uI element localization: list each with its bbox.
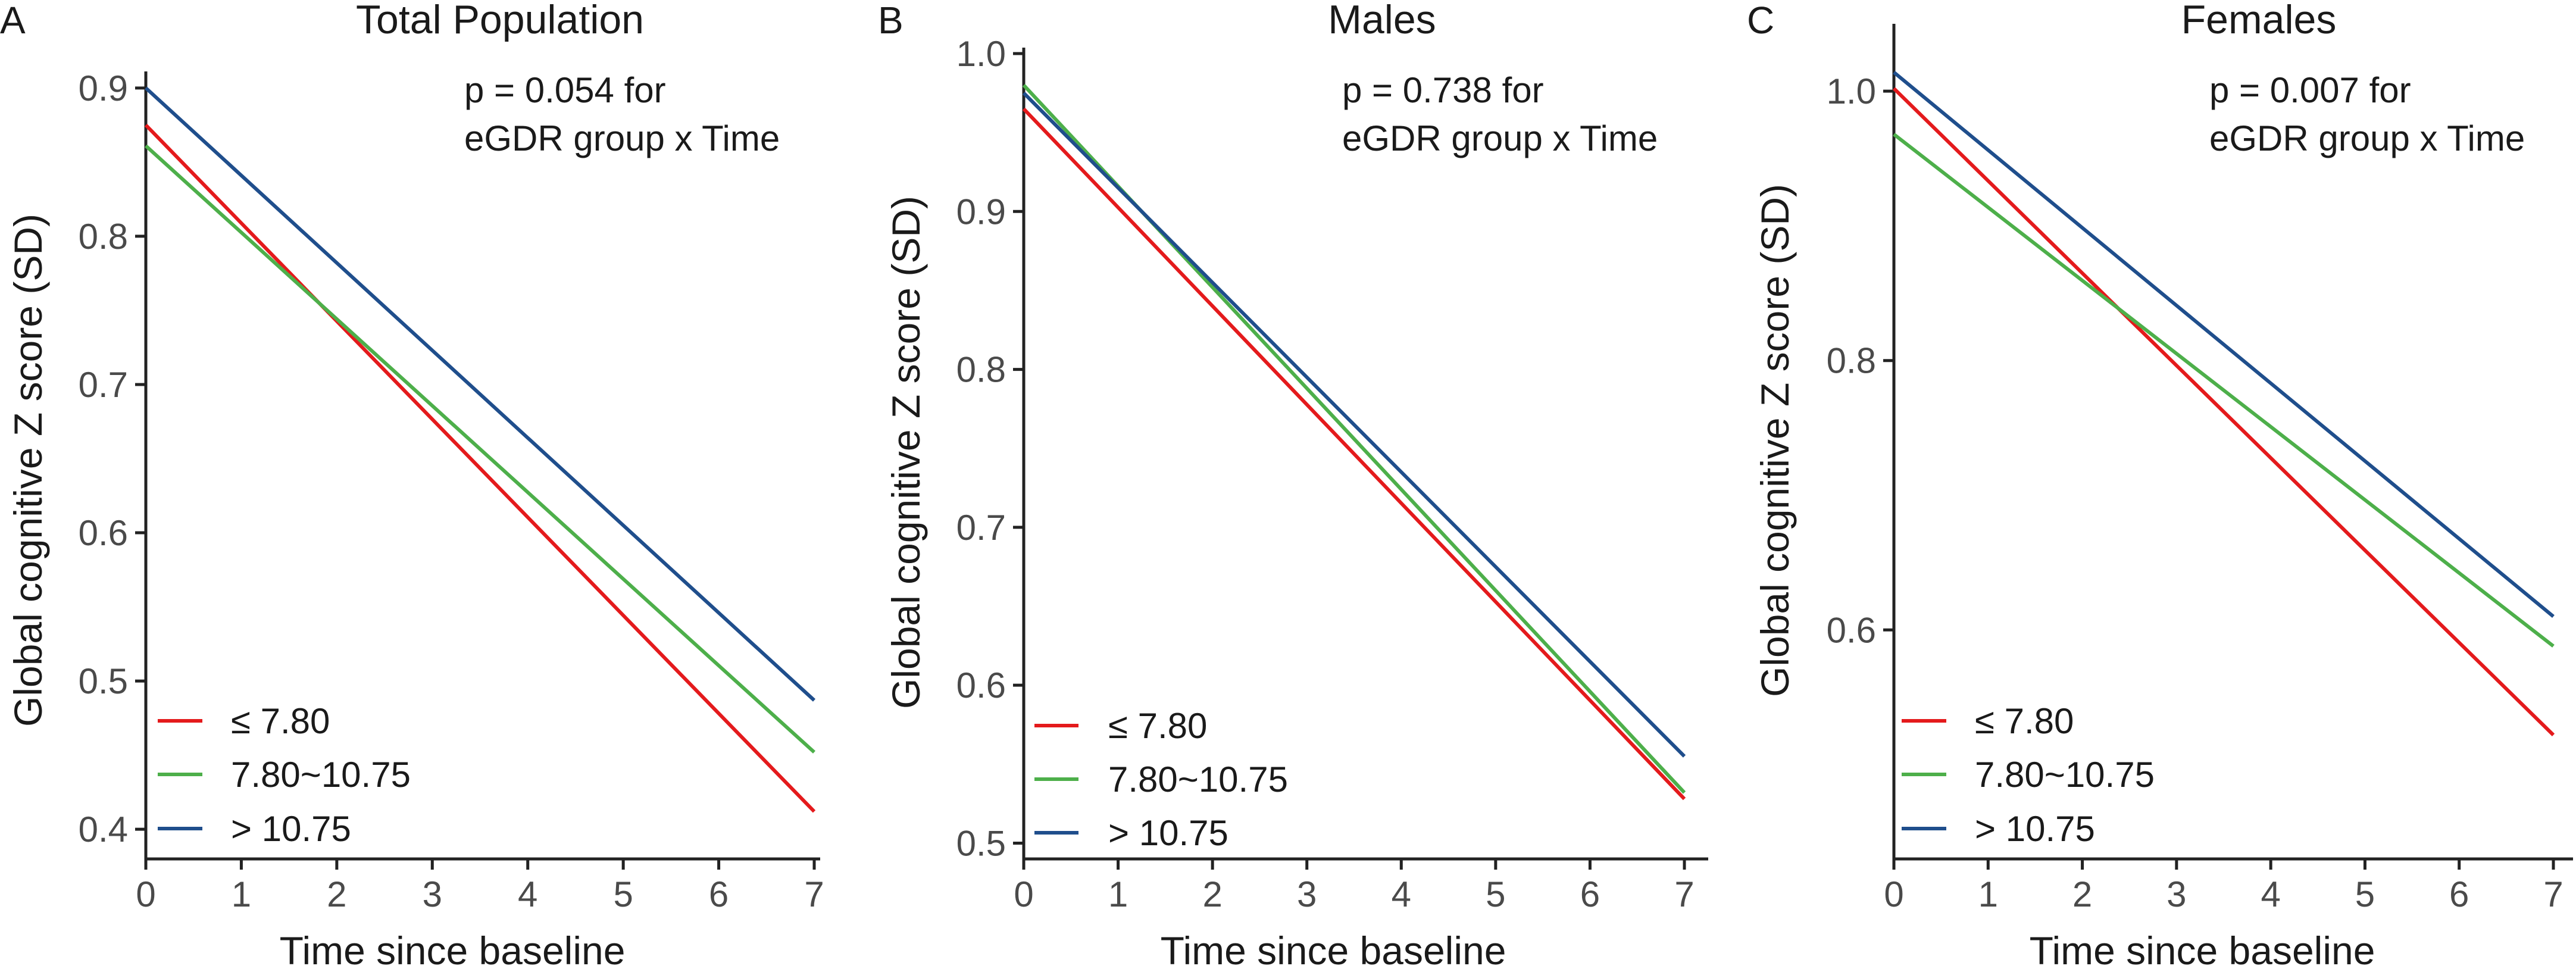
panel-label: C <box>1747 0 1774 42</box>
x-tick-label: 0 <box>136 874 155 914</box>
x-tick-label: 2 <box>327 874 346 914</box>
y-ticks: 0.5 0.6 0.7 0.8 0.9 1.0 <box>956 34 1024 863</box>
interaction-annotation: eGDR group x Time <box>464 118 780 158</box>
y-axis-label: Global cognitive Z score (SD) <box>1753 184 1797 697</box>
x-ticks: 0 1 2 3 4 5 6 7 <box>1014 859 1695 914</box>
legend-label: > 10.75 <box>231 809 351 849</box>
legend-label: 7.80~10.75 <box>1975 755 2155 795</box>
y-tick-label: 0.8 <box>1827 341 1876 381</box>
panel-b: B Males p = 0.738 for eGDR group x Time … <box>878 0 1708 973</box>
chart-title: Males <box>1328 0 1436 42</box>
legend: ≤ 7.80 7.80~10.75 > 10.75 <box>158 701 411 849</box>
panel-label: B <box>878 0 904 42</box>
chart-title: Total Population <box>356 0 644 42</box>
p-value-annotation: p = 0.007 for <box>2209 70 2411 110</box>
x-axis-label: Time since baseline <box>280 929 626 973</box>
series-line <box>144 144 816 754</box>
legend-label: > 10.75 <box>1108 813 1228 853</box>
x-tick-label: 1 <box>1978 874 1998 914</box>
x-tick-label: 2 <box>2072 874 2092 914</box>
x-tick-label: 3 <box>2167 874 2186 914</box>
x-tick-label: 6 <box>2449 874 2469 914</box>
x-tick-label: 6 <box>709 874 729 914</box>
x-tick-label: 5 <box>613 874 633 914</box>
p-value-annotation: p = 0.054 for <box>464 70 666 110</box>
y-tick-label: 0.8 <box>956 350 1006 390</box>
x-tick-label: 4 <box>2261 874 2280 914</box>
series-line <box>144 124 816 813</box>
x-axis-label: Time since baseline <box>1161 929 1506 973</box>
panel-a: A Total Population p = 0.054 for eGDR gr… <box>0 0 824 973</box>
y-tick-label: 0.9 <box>79 68 128 108</box>
y-axis-label: Global cognitive Z score (SD) <box>884 196 928 709</box>
series-lines <box>144 86 816 813</box>
legend: ≤ 7.80 7.80~10.75 > 10.75 <box>1034 706 1288 853</box>
series-line <box>1892 87 2555 736</box>
series-line <box>144 86 816 702</box>
y-ticks: 0.4 0.5 0.6 0.7 0.8 0.9 <box>79 68 146 849</box>
y-tick-label: 0.6 <box>1827 610 1876 650</box>
panel-label: A <box>0 0 26 42</box>
y-tick-label: 0.4 <box>79 810 128 849</box>
legend-label: ≤ 7.80 <box>231 701 330 741</box>
legend-label: ≤ 7.80 <box>1975 701 2074 741</box>
legend-label: ≤ 7.80 <box>1108 706 1207 746</box>
y-tick-label: 0.6 <box>79 513 128 553</box>
legend-label: 7.80~10.75 <box>231 755 411 795</box>
series-lines <box>1892 71 2555 736</box>
panel-c: C Females p = 0.007 for eGDR group x Tim… <box>1747 0 2573 973</box>
y-axis-label: Global cognitive Z score (SD) <box>6 214 50 727</box>
x-tick-label: 7 <box>1674 874 1694 914</box>
x-tick-label: 3 <box>1297 874 1317 914</box>
x-tick-label: 2 <box>1202 874 1222 914</box>
series-line <box>1022 92 1686 758</box>
x-tick-label: 7 <box>804 874 824 914</box>
legend: ≤ 7.80 7.80~10.75 > 10.75 <box>1902 701 2155 849</box>
p-value-annotation: p = 0.738 for <box>1342 70 1544 110</box>
y-tick-label: 0.5 <box>956 823 1006 863</box>
series-lines <box>1022 84 1686 801</box>
legend-label: 7.80~10.75 <box>1108 760 1288 799</box>
y-ticks: 0.6 0.8 1.0 <box>1827 71 1894 650</box>
series-line <box>1893 133 2555 648</box>
x-tick-label: 5 <box>2355 874 2375 914</box>
x-tick-label: 1 <box>1108 874 1128 914</box>
x-ticks: 0 1 2 3 4 5 6 7 <box>136 859 824 914</box>
x-tick-label: 0 <box>1884 874 1903 914</box>
x-axis-label: Time since baseline <box>2030 929 2375 973</box>
x-tick-label: 4 <box>1392 874 1411 914</box>
x-tick-label: 1 <box>232 874 251 914</box>
interaction-annotation: eGDR group x Time <box>1342 118 1658 158</box>
x-tick-label: 3 <box>423 874 442 914</box>
y-tick-label: 1.0 <box>1827 71 1876 111</box>
x-tick-label: 6 <box>1580 874 1600 914</box>
interaction-annotation: eGDR group x Time <box>2209 118 2525 158</box>
y-tick-label: 0.8 <box>79 217 128 257</box>
y-tick-label: 0.9 <box>956 192 1006 232</box>
x-tick-label: 0 <box>1014 874 1033 914</box>
y-tick-label: 0.7 <box>956 508 1006 548</box>
y-tick-label: 0.7 <box>79 365 128 405</box>
chart-title: Females <box>2181 0 2337 42</box>
y-tick-label: 0.5 <box>79 661 128 701</box>
y-tick-label: 1.0 <box>956 34 1006 74</box>
y-tick-label: 0.6 <box>956 665 1006 705</box>
x-tick-label: 7 <box>2543 874 2563 914</box>
x-tick-label: 4 <box>518 874 537 914</box>
series-line <box>1022 107 1686 801</box>
x-ticks: 0 1 2 3 4 5 6 7 <box>1884 859 2564 914</box>
series-line <box>1893 71 2555 618</box>
legend-label: > 10.75 <box>1975 809 2095 849</box>
x-tick-label: 5 <box>1486 874 1505 914</box>
